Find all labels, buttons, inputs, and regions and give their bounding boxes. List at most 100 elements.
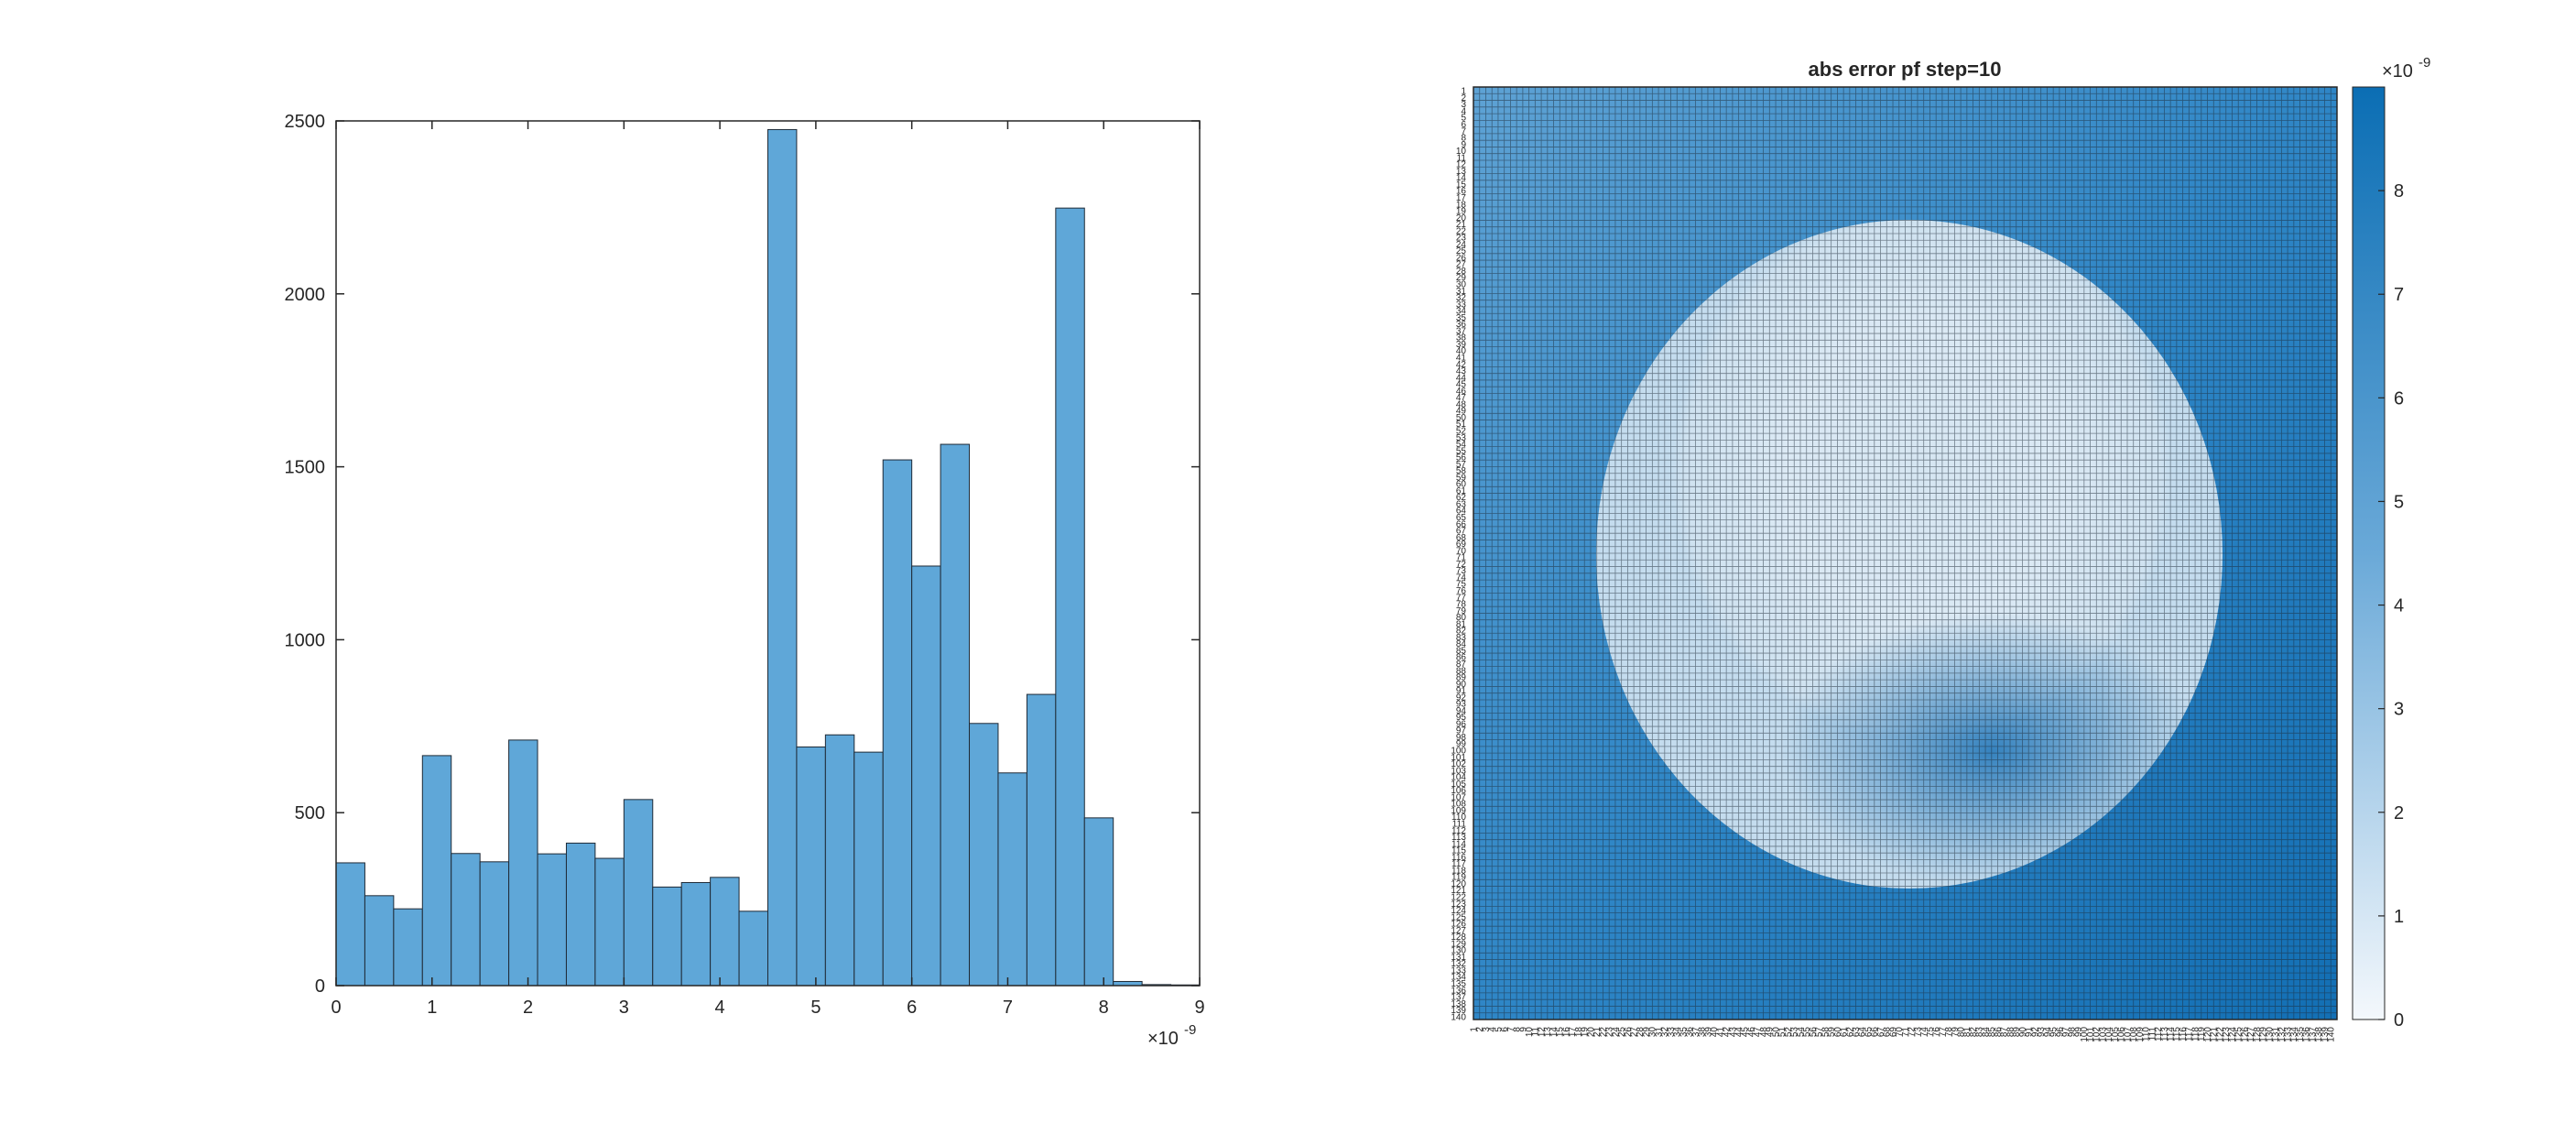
histogram-bar [393, 908, 423, 987]
heatmap-column-label: 78 [1944, 1027, 1954, 1038]
histogram-bar [623, 799, 654, 987]
heatmap-row-label: 123 [1451, 900, 1466, 910]
heatmap-row-label: 32 [1456, 293, 1467, 303]
heatmap-row-label: 89 [1456, 673, 1467, 683]
heatmap-column-label: 60 [1833, 1027, 1843, 1038]
heatmap-column-label: 44 [1734, 1027, 1745, 1038]
heatmap-column-label: 59 [1827, 1027, 1837, 1038]
histogram-y-tick-label: 500 [295, 803, 325, 823]
histogram-axes-box [335, 120, 1201, 987]
heatmap-row-label: 52 [1456, 426, 1467, 436]
heatmap-column-label: 137 [2308, 1027, 2318, 1042]
heatmap-row-label: 23 [1456, 234, 1467, 244]
heatmap-row-label: 121 [1451, 886, 1466, 896]
heatmap-row-label: 81 [1456, 619, 1467, 629]
histogram-x-tick-label: 4 [715, 998, 725, 1018]
heatmap-column-label: 45 [1741, 1027, 1751, 1038]
heatmap-column-label: 55 [1802, 1027, 1812, 1038]
heatmap-column-label: 32 [1660, 1027, 1670, 1038]
heatmap-column-label: 20 [1586, 1027, 1596, 1038]
histogram-x-tick-label: 0 [331, 998, 341, 1018]
histogram-x-tick-label: 8 [1099, 998, 1109, 1018]
heatmap-row-label: 44 [1456, 373, 1467, 383]
heatmap-row-label: 128 [1451, 932, 1466, 943]
heatmap-row-label: 84 [1456, 639, 1467, 649]
heatmap-column-label: 104 [2104, 1027, 2114, 1042]
histogram-bar [680, 881, 712, 987]
heatmap-row-label: 76 [1456, 586, 1467, 596]
heatmap-column-label: 61 [1840, 1027, 1850, 1038]
heatmap-column-label: 76 [1932, 1027, 1942, 1038]
heatmap-row-label: 138 [1451, 999, 1466, 1009]
heatmap-row-label: 22 [1456, 226, 1467, 236]
heatmap-row-label: 97 [1456, 726, 1467, 736]
heatmap-column-label: 25 [1617, 1027, 1627, 1038]
heatmap-row-label: 104 [1451, 773, 1466, 783]
heatmap-row-label: 31 [1456, 287, 1467, 297]
heatmap-column-label: 109 [2136, 1027, 2146, 1042]
heatmap-row-label: 125 [1451, 912, 1466, 922]
heatmap-row-label: 71 [1456, 553, 1467, 563]
histogram-x-tick-label: 7 [1003, 998, 1013, 1018]
heatmap-column-label: 7 [1506, 1027, 1516, 1032]
heatmap-column-label: 17 [1568, 1027, 1578, 1038]
heatmap-row-label: 102 [1451, 759, 1466, 769]
heatmap-column-label: 128 [2253, 1027, 2263, 1042]
heatmap-row-label: 136 [1451, 986, 1466, 996]
histogram-x-exponent-base: ×10 [1147, 1029, 1179, 1049]
heatmap-column-label: 101 [2086, 1027, 2096, 1042]
heatmap-cells [1473, 87, 2337, 1020]
heatmap-row-label: 80 [1456, 613, 1467, 623]
heatmap-row-label: 112 [1451, 826, 1466, 836]
heatmap-row-label: 68 [1456, 533, 1467, 543]
colorbar-tick-label: 7 [2394, 285, 2404, 305]
heatmap-column-label: 131 [2271, 1027, 2281, 1042]
heatmap-column-label: 51 [1777, 1027, 1788, 1038]
histogram-bar [1026, 693, 1057, 987]
heatmap-row-label: 48 [1456, 399, 1467, 409]
heatmap-row-label: 73 [1456, 566, 1467, 576]
histogram-bar [710, 877, 740, 987]
heatmap-row-label: 116 [1451, 853, 1466, 863]
heatmap-column-label: 111 [2147, 1027, 2158, 1041]
heatmap-row-label: 114 [1451, 839, 1466, 849]
heatmap-column-label: 12 [1537, 1027, 1547, 1038]
heatmap-row-label: 131 [1451, 953, 1466, 963]
heatmap-column-label: 80 [1956, 1027, 1966, 1038]
heatmap-column-label: 10 [1525, 1027, 1535, 1038]
heatmap-row-label: 110 [1451, 812, 1466, 823]
heatmap-row-label: 5 [1461, 114, 1466, 124]
heatmap-row-label: 100 [1451, 747, 1466, 757]
heatmap-cell-grid [1473, 87, 2337, 1020]
histogram-bar [853, 751, 884, 987]
heatmap-row-label: 14 [1456, 173, 1467, 183]
heatmap-row-label: 132 [1451, 959, 1466, 969]
heatmap-row-label: 119 [1451, 873, 1466, 883]
heatmap-column-label: 63 [1852, 1027, 1862, 1038]
heatmap-column-label: 94 [2043, 1027, 2053, 1038]
heatmap-row-label: 103 [1451, 766, 1466, 776]
heatmap-column-label: 139 [2321, 1027, 2331, 1042]
colorbar-tick-label: 8 [2394, 181, 2404, 202]
histogram-x-tick-label: 3 [619, 998, 629, 1018]
colorbar-tick-label: 3 [2394, 700, 2404, 720]
heatmap-column-label: 91 [2025, 1027, 2035, 1038]
histogram-bar [479, 861, 510, 987]
heatmap-column-label: 62 [1845, 1027, 1855, 1038]
histogram-bar [824, 734, 855, 987]
heatmap-column-label: 52 [1784, 1027, 1794, 1038]
heatmap-row-label: 134 [1451, 973, 1466, 983]
heatmap-row-label: 74 [1456, 572, 1467, 583]
heatmap-column-label: 37 [1691, 1027, 1701, 1038]
heatmap-row-label: 57 [1456, 460, 1467, 470]
heatmap-row-label: 49 [1456, 407, 1467, 417]
heatmap-row-label: 53 [1456, 433, 1467, 443]
heatmap-column-label: 130 [2265, 1027, 2275, 1042]
heatmap-column-label: 116 [2179, 1027, 2189, 1041]
heatmap-row-label: 29 [1456, 273, 1467, 283]
heatmap-column-label: 115 [2172, 1027, 2182, 1041]
histogram-bar [537, 853, 567, 987]
histogram-y-tick-label: 1000 [285, 630, 326, 650]
heatmap-row-label: 65 [1456, 513, 1467, 523]
heatmap-row-label: 107 [1451, 792, 1466, 802]
